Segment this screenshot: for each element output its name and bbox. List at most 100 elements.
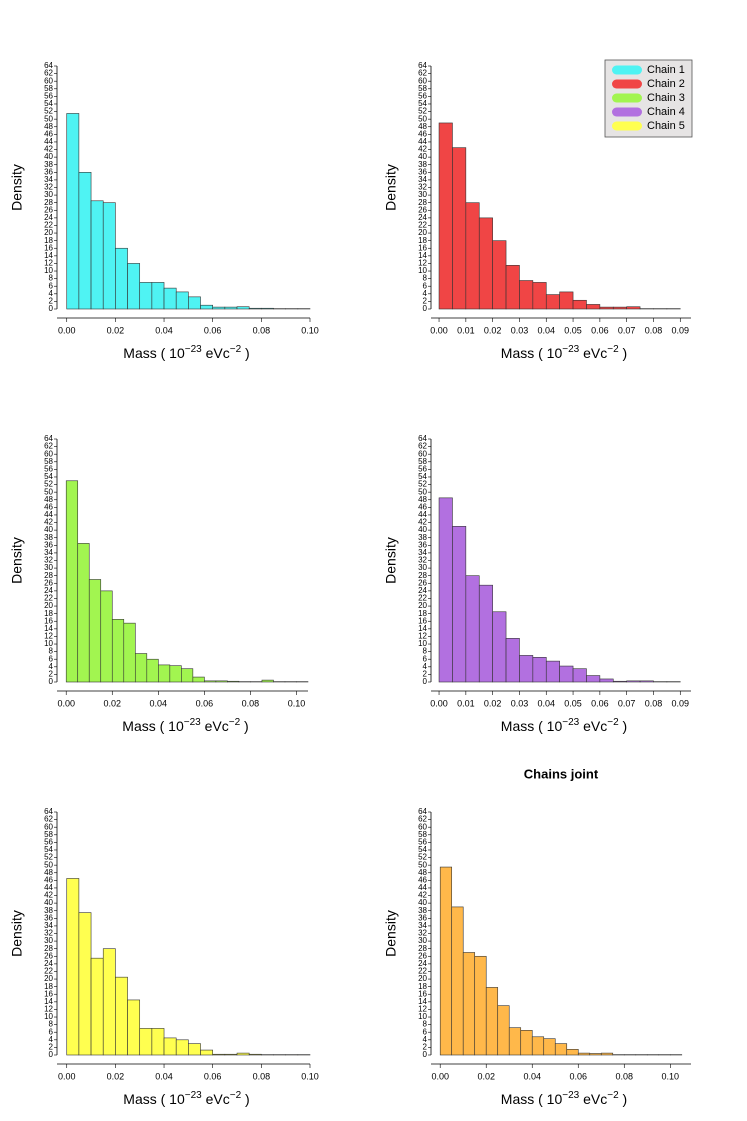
- y-tick-label: 50: [418, 860, 427, 869]
- y-tick-label: 38: [418, 906, 427, 915]
- x-tick-label: 0.06: [196, 698, 214, 708]
- y-tick-label: 42: [44, 518, 53, 527]
- y-tick-label: 34: [44, 175, 53, 184]
- y-tick-label: 56: [44, 837, 53, 846]
- x-tick-label: 0.05: [564, 325, 582, 335]
- bar: [586, 304, 601, 310]
- y-tick-label: 16: [44, 616, 53, 625]
- y-tick-label: 48: [44, 122, 53, 131]
- bar: [612, 680, 627, 683]
- bar: [151, 1028, 165, 1056]
- bar: [77, 543, 90, 683]
- bar: [123, 622, 136, 683]
- legend-label: Chain 5: [647, 120, 685, 132]
- bar: [559, 291, 574, 310]
- y-tick-label: 10: [418, 639, 427, 648]
- y-tick-label: 48: [44, 868, 53, 877]
- y-tick-label: 44: [418, 137, 427, 146]
- bar: [115, 976, 128, 1056]
- x-tick-label: 0.09: [672, 325, 690, 335]
- y-tick-label: 54: [418, 472, 427, 481]
- y-tick-label: 42: [418, 891, 427, 900]
- bar: [438, 497, 453, 683]
- x-tick-label: 0.00: [430, 698, 448, 708]
- bar: [88, 579, 102, 683]
- y-tick-label: 18: [418, 609, 427, 618]
- y-tick-label: 56: [418, 837, 427, 846]
- x-axis-label-part: ): [619, 1091, 628, 1107]
- bar: [626, 680, 641, 683]
- y-tick-label: 52: [44, 480, 53, 489]
- bar: [90, 200, 104, 310]
- y-tick-label: 34: [418, 921, 427, 930]
- y-tick-label: 60: [44, 76, 53, 85]
- legend-swatch: [612, 121, 642, 131]
- y-tick-label: 2: [49, 670, 54, 679]
- x-tick-label: 0.06: [591, 325, 609, 335]
- y-tick-label: 14: [44, 251, 53, 260]
- y-tick-label: 6: [423, 281, 428, 290]
- legend-label: Chain 2: [647, 78, 685, 90]
- y-tick-label: 62: [418, 815, 427, 824]
- bar: [192, 676, 205, 683]
- x-axis-label-sup: −2: [607, 1090, 619, 1101]
- bar: [66, 878, 80, 1056]
- bar: [248, 1053, 262, 1056]
- bar: [227, 680, 240, 683]
- y-tick-label: 50: [418, 114, 427, 123]
- y-tick-label: 40: [44, 152, 53, 161]
- y-tick-label: 16: [44, 989, 53, 998]
- y-tick-label: 30: [418, 190, 427, 199]
- bar: [599, 306, 614, 310]
- bar: [100, 590, 113, 683]
- y-tick-label: 4: [423, 1035, 428, 1044]
- y-tick-label: 64: [44, 61, 53, 70]
- y-tick-label: 54: [418, 99, 427, 108]
- x-axis-label-part: eVc: [579, 1091, 607, 1107]
- y-tick-label: 36: [418, 167, 427, 176]
- x-tick-label: 0.04: [537, 325, 555, 335]
- y-tick-label: 6: [423, 1027, 428, 1036]
- bar: [452, 147, 467, 310]
- y-tick-label: 44: [44, 883, 53, 892]
- bar: [497, 1005, 510, 1056]
- y-tick-label: 8: [49, 1020, 54, 1029]
- y-axis-label: Density: [383, 910, 399, 957]
- y-tick-label: 2: [49, 1043, 54, 1052]
- bar: [151, 282, 165, 310]
- bar: [505, 265, 520, 310]
- x-tick-label: 0.05: [564, 698, 582, 708]
- x-tick-label: 0.10: [301, 1071, 319, 1081]
- bar: [543, 1038, 556, 1056]
- x-axis-label-part: ): [619, 345, 628, 361]
- y-tick-label: 0: [49, 1050, 54, 1059]
- y-tick-label: 26: [44, 578, 53, 587]
- y-tick-label: 24: [44, 959, 53, 968]
- y-tick-label: 20: [418, 974, 427, 983]
- y-tick-label: 10: [44, 266, 53, 275]
- y-tick-label: 2: [423, 297, 428, 306]
- y-tick-label: 46: [44, 875, 53, 884]
- y-tick-label: 52: [418, 480, 427, 489]
- y-tick-label: 64: [418, 434, 427, 443]
- y-tick-label: 12: [418, 1005, 427, 1014]
- y-tick-label: 58: [44, 457, 53, 466]
- x-axis-label-part: Mass ( 10: [501, 718, 563, 734]
- bar: [531, 1036, 545, 1056]
- y-tick-label: 64: [418, 61, 427, 70]
- x-tick-label: 0.02: [107, 1071, 125, 1081]
- x-axis-label: Mass ( 10−23 eVc−2 ): [501, 717, 627, 734]
- y-tick-label: 28: [44, 198, 53, 207]
- x-axis-label-part: ): [241, 1091, 250, 1107]
- legend-swatch: [612, 93, 642, 103]
- y-tick-label: 56: [44, 91, 53, 100]
- y-tick-label: 12: [418, 259, 427, 268]
- y-tick-label: 54: [418, 845, 427, 854]
- y-tick-label: 38: [418, 533, 427, 542]
- bar: [586, 675, 601, 683]
- y-tick-label: 6: [49, 281, 54, 290]
- legend-label: Chain 3: [647, 92, 685, 104]
- x-axis-label-sup: −23: [562, 1090, 579, 1101]
- x-tick-label: 0.06: [204, 325, 222, 335]
- y-tick-label: 60: [418, 449, 427, 458]
